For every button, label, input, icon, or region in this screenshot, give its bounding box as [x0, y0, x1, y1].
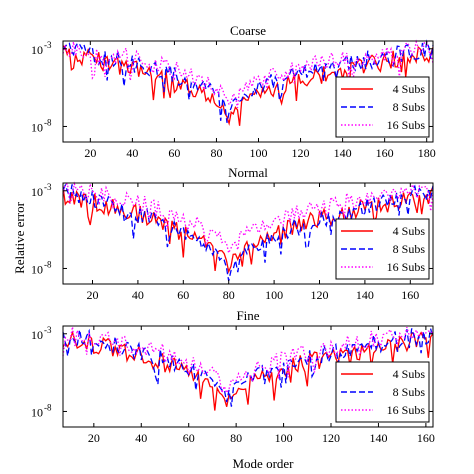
x-tick-label: 140 [356, 288, 374, 302]
x-tick-label: 120 [322, 431, 340, 445]
x-tick-label: 80 [223, 288, 235, 302]
x-tick-label: 20 [87, 288, 99, 302]
x-tick-label: 100 [265, 288, 283, 302]
series-line-8-subs [62, 39, 434, 123]
legend-label: 4 Subs [393, 82, 426, 96]
x-tick-label: 40 [135, 431, 147, 445]
y-tick-label: 10 [31, 262, 43, 276]
y-tick-exponent: -8 [44, 117, 52, 127]
x-tick-label: 160 [376, 146, 394, 160]
series-line-16-subs [62, 39, 434, 109]
y-tick-exponent: -3 [44, 325, 52, 335]
plot-frame [62, 325, 434, 428]
x-axis-label: Mode order [232, 456, 294, 471]
y-tick-exponent: -3 [44, 182, 52, 192]
legend-label: 8 Subs [393, 242, 426, 256]
legend-label: 8 Subs [393, 385, 426, 399]
y-tick-label: 10 [31, 185, 43, 199]
x-tick-label: 160 [401, 288, 419, 302]
x-tick-label: 140 [334, 146, 352, 160]
legend-label: 4 Subs [393, 224, 426, 238]
x-tick-label: 120 [292, 146, 310, 160]
series-line-8-subs [62, 183, 434, 282]
x-tick-label: 100 [275, 431, 293, 445]
series-line-16-subs [62, 181, 434, 255]
x-tick-label: 140 [369, 431, 387, 445]
x-tick-label: 60 [177, 288, 189, 302]
x-tick-label: 20 [84, 146, 96, 160]
x-tick-label: 60 [168, 146, 180, 160]
series-line-8-subs [62, 328, 434, 407]
x-tick-label: 120 [311, 288, 329, 302]
y-tick-label: 10 [31, 328, 43, 342]
x-tick-label: 80 [210, 146, 222, 160]
y-tick-exponent: -8 [44, 259, 52, 269]
x-tick-label: 20 [88, 431, 100, 445]
x-tick-label: 40 [126, 146, 138, 160]
panel-title: Coarse [230, 23, 266, 38]
y-tick-label: 10 [31, 43, 43, 57]
plot-frame [62, 182, 434, 285]
y-tick-exponent: -3 [44, 40, 52, 50]
plot-frame [62, 40, 434, 143]
x-tick-label: 60 [183, 431, 195, 445]
y-tick-label: 10 [31, 405, 43, 419]
legend-label: 16 Subs [387, 403, 426, 417]
legend-label: 16 Subs [387, 118, 426, 132]
y-axis-label: Relative error [12, 201, 27, 273]
x-tick-label: 80 [230, 431, 242, 445]
series-line-16-subs [62, 326, 434, 396]
series-line-4-subs [62, 45, 434, 126]
x-tick-label: 40 [132, 288, 144, 302]
y-tick-label: 10 [31, 120, 43, 134]
y-tick-exponent: -8 [44, 402, 52, 412]
panel-title: Normal [228, 165, 268, 180]
legend-label: 16 Subs [387, 260, 426, 274]
panel-title: Fine [236, 308, 259, 323]
x-tick-label: 100 [250, 146, 268, 160]
legend-label: 8 Subs [393, 100, 426, 114]
x-tick-label: 180 [418, 146, 436, 160]
legend-label: 4 Subs [393, 367, 426, 381]
x-tick-label: 160 [417, 431, 435, 445]
